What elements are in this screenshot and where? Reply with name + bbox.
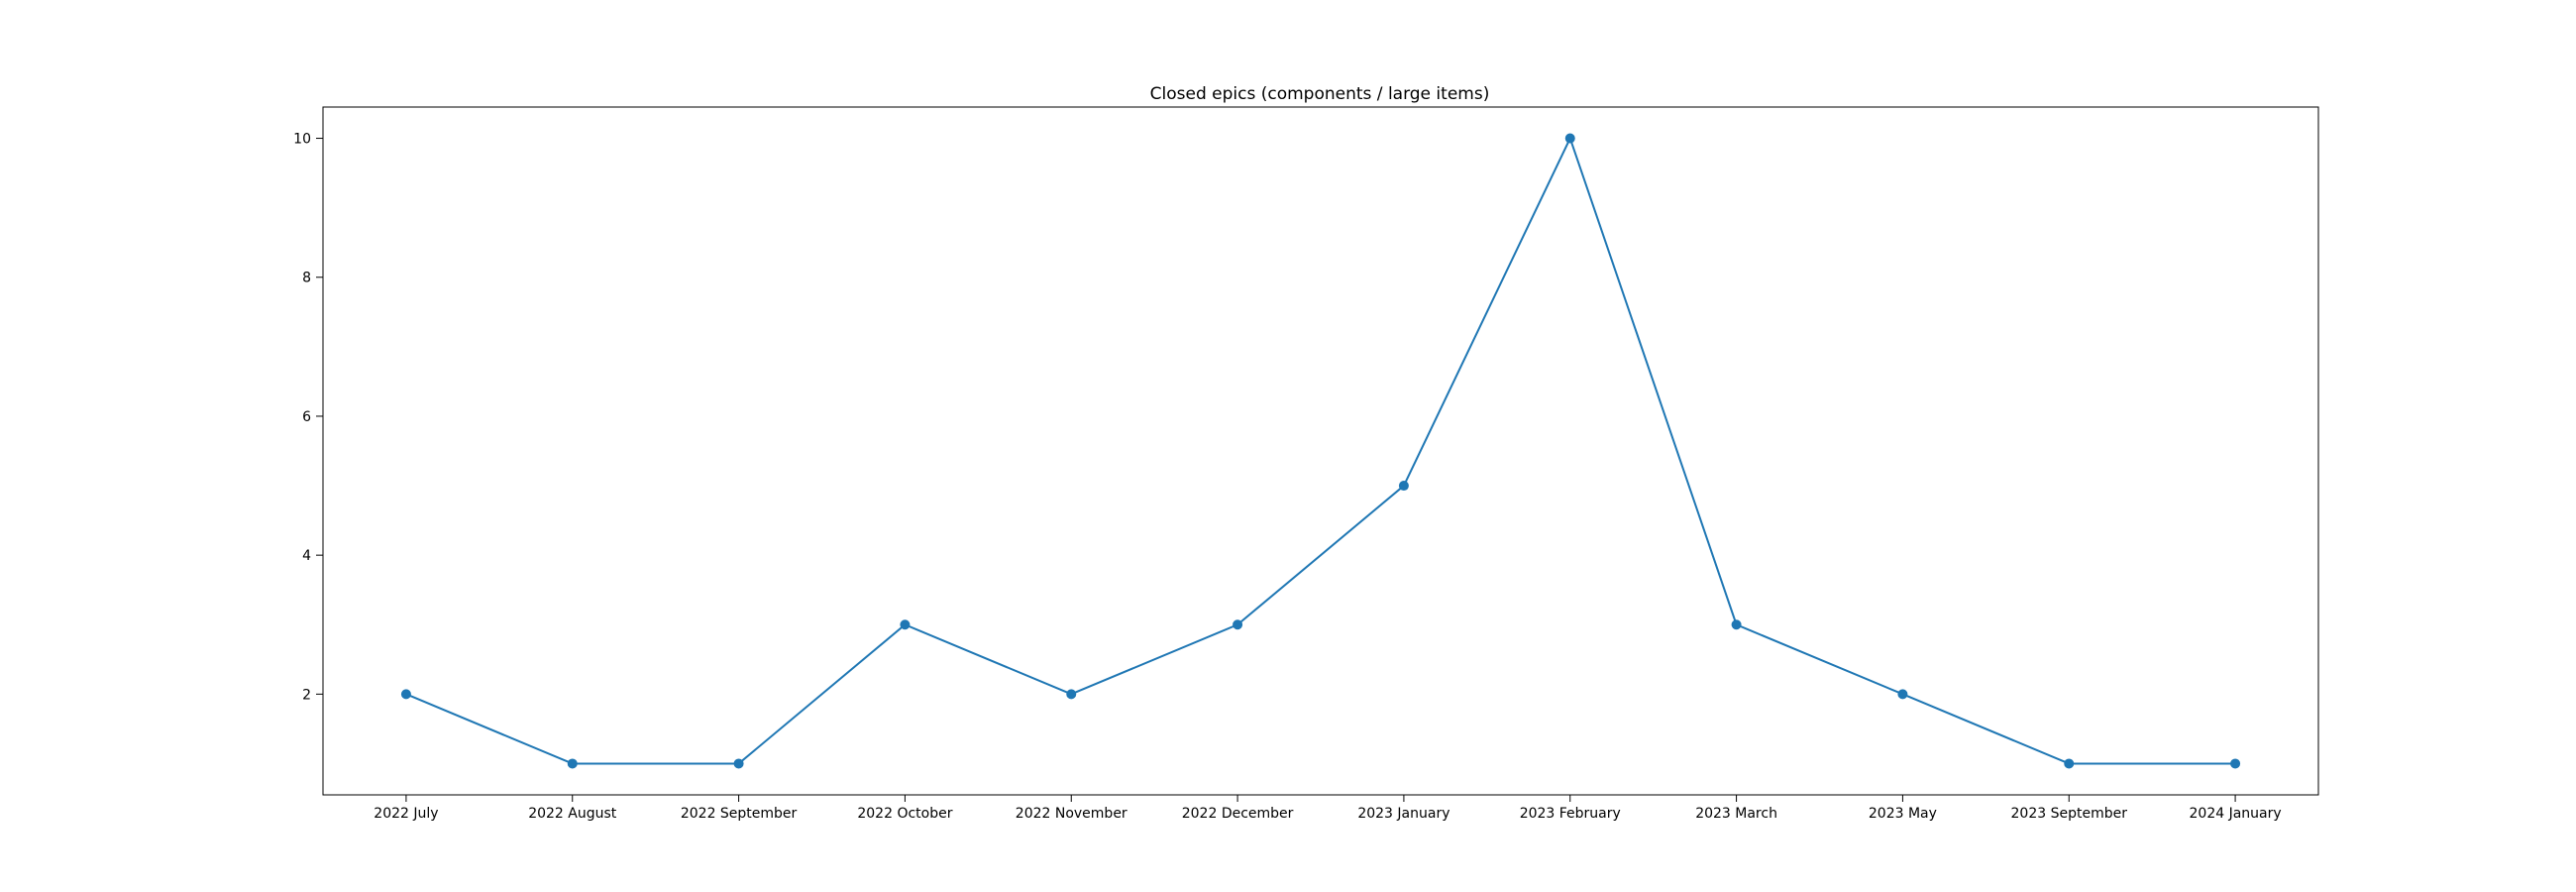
chart-title: Closed epics (components / large items) [1150, 84, 1490, 104]
x-tick-label: 2023 May [1869, 806, 1937, 822]
y-tick-label: 6 [302, 409, 311, 425]
data-point [567, 758, 578, 769]
x-tick-label: 2022 September [681, 806, 798, 822]
x-tick-label: 2022 November [1016, 806, 1127, 822]
plot-area-frame [322, 106, 2319, 796]
data-point [400, 689, 411, 700]
data-point [733, 758, 744, 769]
x-tick-label: 2022 July [374, 806, 438, 822]
data-point [900, 619, 911, 630]
y-axis: 2 4 6 8 10 [293, 132, 323, 703]
x-axis: 2022 July 2022 August 2022 September 2022 O… [374, 795, 2282, 822]
data-point [1564, 133, 1575, 144]
x-tick-label: 2023 February [1520, 806, 1621, 822]
data-point [1233, 619, 1243, 630]
data-point [1398, 481, 1409, 492]
y-tick-label: 2 [302, 687, 311, 703]
y-tick-label: 8 [302, 271, 311, 286]
data-point [1897, 689, 1908, 700]
data-point [1066, 689, 1077, 700]
data-point [1731, 619, 1742, 630]
x-tick-label: 2022 October [857, 806, 952, 822]
data-point [2230, 758, 2241, 769]
y-tick-label: 4 [302, 548, 311, 564]
x-tick-label: 2022 December [1182, 806, 1294, 822]
x-tick-label: 2023 January [1357, 806, 1449, 822]
data-point [2064, 758, 2075, 769]
series-closed-epics [400, 133, 2241, 769]
series-line [405, 137, 2236, 765]
x-tick-label: 2022 August [528, 806, 617, 822]
x-tick-label: 2024 January [2190, 806, 2282, 822]
x-tick-label: 2023 September [2011, 806, 2128, 822]
x-tick-label: 2023 March [1695, 806, 1777, 822]
y-tick-label: 10 [293, 132, 311, 148]
